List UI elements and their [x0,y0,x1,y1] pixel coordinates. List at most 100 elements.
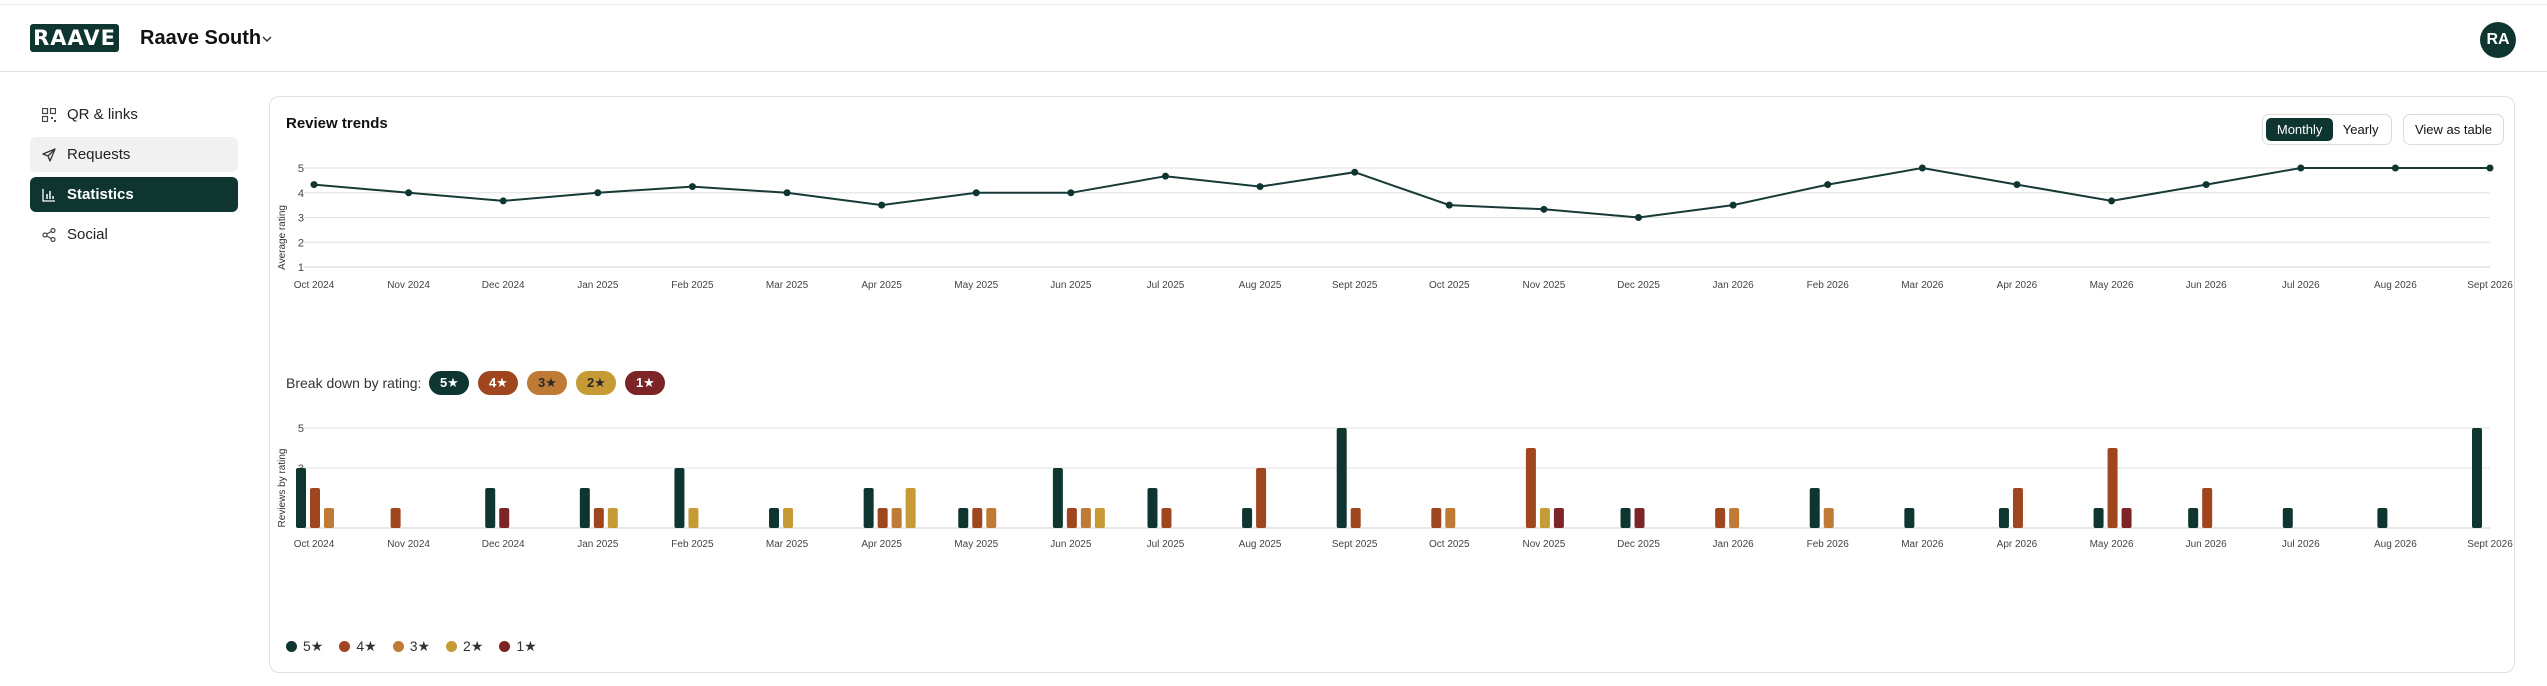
x-tick-label: Nov 2025 [1523,280,1566,291]
bar-3-star [1445,508,1456,528]
x-tick-label: Sept 2025 [1332,280,1378,291]
y-tick-label: 5 [298,163,304,175]
x-tick-label: May 2026 [2090,280,2134,291]
x-tick-label: Aug 2025 [1239,280,1282,291]
bar-5-star [863,488,874,528]
x-tick-label: Sept 2026 [2467,539,2513,550]
bar-5-star [958,508,969,528]
y-tick-label: 1 [298,262,304,274]
sidebar-item-label: QR & links [67,106,138,123]
data-point [1729,201,1737,209]
bar-2-star [688,508,699,528]
x-tick-label: Apr 2025 [861,539,902,550]
average-rating-line-chart: 1 2 3 4 5 Average rating Oct 2024 Nov 2024 Dec 2… [277,163,2513,291]
user-avatar[interactable]: RA [2480,22,2516,58]
x-tick-label: May 2026 [2090,539,2134,550]
x-tick-label: Jun 2026 [2186,280,2228,291]
bar-5-star [2377,508,2388,528]
x-tick-label: Mar 2026 [1901,280,1944,291]
top-header: RAAVE Raave South RA [0,4,2547,72]
data-point [2486,164,2494,172]
filter-chip-2-star[interactable]: 2★ [576,371,617,395]
legend-item-4-star: 4★ [339,638,377,655]
data-point [2297,164,2305,172]
data-point [2391,164,2399,172]
bar-4-star [310,488,320,528]
data-point [1635,214,1643,221]
brand-logo[interactable]: RAAVE [30,24,119,52]
bar-4-star [1161,508,1172,528]
legend-dot [339,641,351,652]
data-point [1067,189,1075,197]
y-axis-label: Average rating [277,205,288,270]
x-tick-label: May 2025 [954,280,998,291]
bar-5-star [485,488,496,528]
x-tick-label: Nov 2025 [1523,539,1566,550]
org-name[interactable]: Raave South [140,27,262,49]
legend-dot [286,641,297,652]
sidebar-item-qr-links[interactable]: QR & links [30,97,238,132]
filter-chip-5-star[interactable]: 5★ [429,371,470,395]
data-point [1161,172,1169,180]
sidebar-item-label: Requests [67,146,131,163]
bar-5-star [674,468,685,528]
legend-label: 5★ [303,638,324,654]
x-tick-label: Feb 2025 [671,280,714,291]
yearly-toggle-button[interactable]: Yearly [2342,122,2379,137]
filter-chip-3-star[interactable]: 3★ [527,371,568,395]
bar-4-star [1715,508,1726,528]
bar-2-star [607,508,618,528]
share-icon [42,228,56,242]
bar-2-star [1094,508,1105,528]
data-point [688,183,696,191]
sidebar-item-social[interactable]: Social [30,217,238,252]
data-point [2202,181,2210,189]
filter-chip-4-star[interactable]: 4★ [478,371,519,395]
x-tick-label: Mar 2025 [766,539,809,550]
monthly-toggle-button[interactable]: Monthly [2266,118,2334,141]
legend-item-1-star: 1★ [499,638,537,655]
chevron-down-icon[interactable] [262,34,272,44]
bar-3-star [891,508,902,528]
legend-dot [392,641,404,652]
legend-item-3-star: 3★ [392,638,430,655]
x-tick-label: Jun 2025 [1050,280,1092,291]
bar-5-star [2093,508,2104,528]
filter-chip-1-star[interactable]: 1★ [625,371,666,395]
legend-item-5-star: 5★ [286,638,323,655]
view-as-table-button[interactable]: View as table [2403,114,2504,145]
sidebar-item-requests[interactable]: Requests [30,137,238,172]
data-point [783,189,791,197]
data-point [594,189,602,197]
bar-5-star [1052,468,1063,528]
sidebar-item-statistics[interactable]: Statistics [30,177,238,212]
legend-label: 4★ [356,638,377,654]
chart-legend: 5★ 4★ 3★ 2★ 1★ [286,638,553,655]
legend-dot [446,641,458,652]
sidebar-item-label: Statistics [67,186,134,203]
x-tick-label: Feb 2025 [671,539,714,550]
bar-3-star [1080,508,1091,528]
data-point [310,181,318,189]
data-point [1918,164,1926,172]
send-icon [42,148,56,162]
x-tick-label: Mar 2025 [766,280,809,291]
x-tick-label: Sept 2026 [2467,280,2513,291]
bar-5-star [2282,508,2293,528]
x-tick-label: Dec 2024 [482,539,525,550]
x-tick-label: Feb 2026 [1807,280,1850,291]
x-tick-label: Jan 2025 [577,280,619,291]
x-tick-label: Sept 2025 [1332,539,1378,550]
data-point [1256,183,1264,191]
qr-code-icon [42,108,56,122]
bar-1-star [2121,508,2132,528]
x-tick-label: Apr 2025 [861,280,902,291]
x-tick-label: Jul 2025 [1147,280,1185,291]
bar-4-star [593,508,604,528]
data-point [1445,201,1453,209]
x-tick-label: Jan 2026 [1713,280,1755,291]
data-point [499,197,507,205]
bar-4-star [1350,508,1361,528]
bar-4-star [877,508,888,528]
x-tick-label: Oct 2025 [1429,539,1470,550]
